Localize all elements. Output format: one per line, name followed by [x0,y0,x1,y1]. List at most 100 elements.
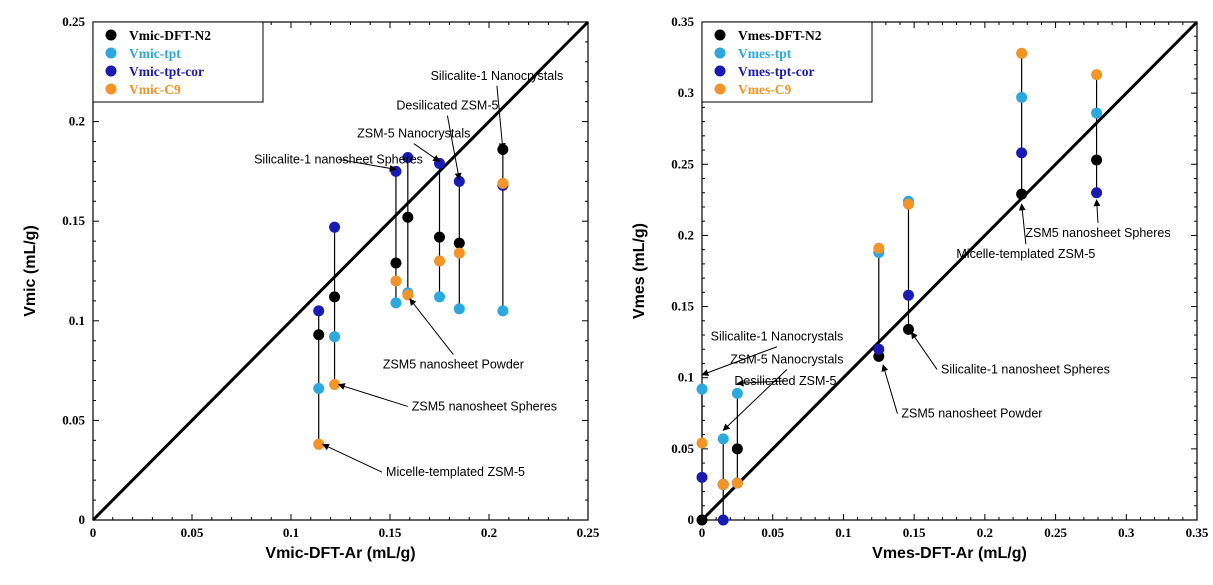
right-annotation-label: ZSM-5 Nanocrystals [730,352,843,366]
right-point-vmes-c9 [717,478,729,490]
right-point-vmes-c9 [696,437,708,449]
left-point-vmic-tpt-cor [402,151,414,163]
right-y-tick-label: 0.15 [671,299,694,314]
left-annotation-arrow [496,85,506,151]
right-point-vmes-c9 [1016,47,1028,59]
right-y-tick-label: 0 [688,512,695,527]
left-x-axis-title: Vmic-DFT-Ar (mL/g) [265,545,415,562]
left-plot-frame [92,21,589,521]
left-point-vmic-c9 [390,275,402,287]
left-legend-label: Vmic-tpt-cor [129,64,204,79]
right-point-vmes-tpt [717,433,729,445]
left-annotation-arrow [409,298,454,355]
left-y-tick-label: 0.25 [62,14,85,29]
right-point-vmes-tpt-cor [1091,187,1103,199]
right-annotation-arrow [1093,199,1101,223]
left-annotation-label: ZSM5 nanosheet Spheres [412,399,557,413]
left-legend-marker [105,65,117,77]
right-y-tick-label: 0.05 [671,441,694,456]
right-legend: Vmes-DFT-N2 Vmes-tpt Vmes-tpt-cor Vmes-C9 [701,21,873,103]
right-x-tick-label: 0.1 [835,525,851,540]
right-annotation-label: Micelle-templated ZSM-5 [956,247,1095,261]
left-legend-marker [105,29,117,41]
left-x-tick-label: 0.1 [283,525,299,540]
right-point-vmes-tpt-cor [696,471,708,483]
left-x-tick-label: 0 [90,525,97,540]
right-point-vmes-dft-n2 [731,443,743,455]
left-legend-marker [105,47,117,59]
left-point-vmic-dft-n2 [402,211,414,223]
left-point-vmic-dft-n2 [390,257,402,269]
left-annotation-label: ZSM-5 Nanocrystals [357,127,470,141]
right-y-tick-label: 0.25 [671,156,694,171]
right-legend-marker [714,47,726,59]
right-annotation-arrow [1018,203,1027,245]
left-legend-label: Vmic-tpt [129,46,181,61]
left-annotation-label: ZSM5 nanosheet Powder [383,358,524,372]
right-parity-line [700,20,1199,522]
left-annotation-label: Silicalite-1 Nanocrystals [431,69,564,83]
right-y-tick-label: 0.2 [678,227,694,242]
left-legend-label: Vmic-DFT-N2 [129,28,211,43]
left-y-tick-label: 0.15 [62,213,85,228]
left-annotation-arrow [446,115,462,181]
left-point-vmic-tpt [313,383,325,395]
left-point-vmic-c9 [329,379,341,391]
right-legend-label: Vmes-tpt-cor [738,64,814,79]
left-point-vmic-c9 [453,247,465,259]
right-annotation-arrow [701,346,778,376]
right-legend-label: Vmes-C9 [738,82,791,97]
right-point-vmes-c9 [873,242,885,254]
left-point-vmic-tpt-cor [313,305,325,317]
right-legend-label: Vmes-DFT-N2 [738,28,822,43]
left-point-vmic-tpt-cor [434,157,445,169]
right-x-axis-title: Vmes-DFT-Ar (mL/g) [872,545,1027,562]
left-point-vmic-tpt [329,331,341,343]
right-point-vmes-tpt [1016,91,1028,103]
left-point-vmic-c9 [434,255,445,267]
right-x-tick-label: 0.3 [1118,525,1135,540]
left-annotation-label: Silicalite-1 nanosheet Spheres [254,152,423,166]
left-legend-marker [105,83,117,95]
left-annotation-arrow [322,443,383,473]
right-annotation-arrow [722,369,788,431]
right-y-tick-label: 0.1 [678,370,694,385]
left-point-vmic-tpt [453,303,465,315]
right-x-tick-label: 0.05 [761,525,784,540]
right-point-vmes-tpt-cor [902,289,914,301]
left-point-vmic-tpt-cor [390,165,402,177]
left-point-vmic-tpt-cor [329,221,341,233]
right-annotation-arrow [881,364,898,414]
left-point-vmic-tpt [390,297,402,309]
right-legend-marker [714,83,726,95]
left-point-vmic-c9 [497,177,509,189]
left-annotation-label: Micelle-templated ZSM-5 [386,465,525,479]
right-x-tick-label: 0.35 [1186,525,1209,540]
left-chart-panel: 0 0.05 0.1 0.15 0.2 0.25 0 0.05 0.1 0.15 0.2 0.25 Vm… [22,14,600,562]
left-y-tick-label: 0.2 [69,114,85,129]
right-annotation-arrow [736,379,786,387]
right-plot-frame [701,21,1198,521]
right-point-vmes-tpt-cor [717,514,729,526]
right-legend-box [701,21,873,103]
right-x-tick-label: 0.25 [1044,525,1067,540]
left-legend: Vmic-DFT-N2 Vmic-tpt Vmic-tpt-cor Vmic-C9 [92,21,264,103]
right-point-vmes-tpt [731,387,743,399]
right-annotation-label: ZSM5 nanosheet Spheres [1025,226,1170,240]
right-legend-marker [714,65,726,77]
right-point-vmes-tpt-cor [1016,147,1028,159]
left-point-vmic-tpt [434,291,445,303]
left-x-tick-label: 0.05 [181,525,204,540]
right-point-vmes-dft-n2 [1016,188,1028,200]
right-point-vmes-dft-n2 [696,514,708,526]
right-y-tick-label: 0.35 [671,14,694,29]
left-y-tick-label: 0 [79,512,86,527]
right-legend-marker [714,29,726,41]
left-y-tick-label: 0.1 [69,313,85,328]
right-point-vmes-c9 [1091,69,1103,81]
left-annotation-arrow [413,143,441,162]
right-point-vmes-c9 [902,198,914,210]
right-point-vmes-tpt-cor [873,343,885,355]
